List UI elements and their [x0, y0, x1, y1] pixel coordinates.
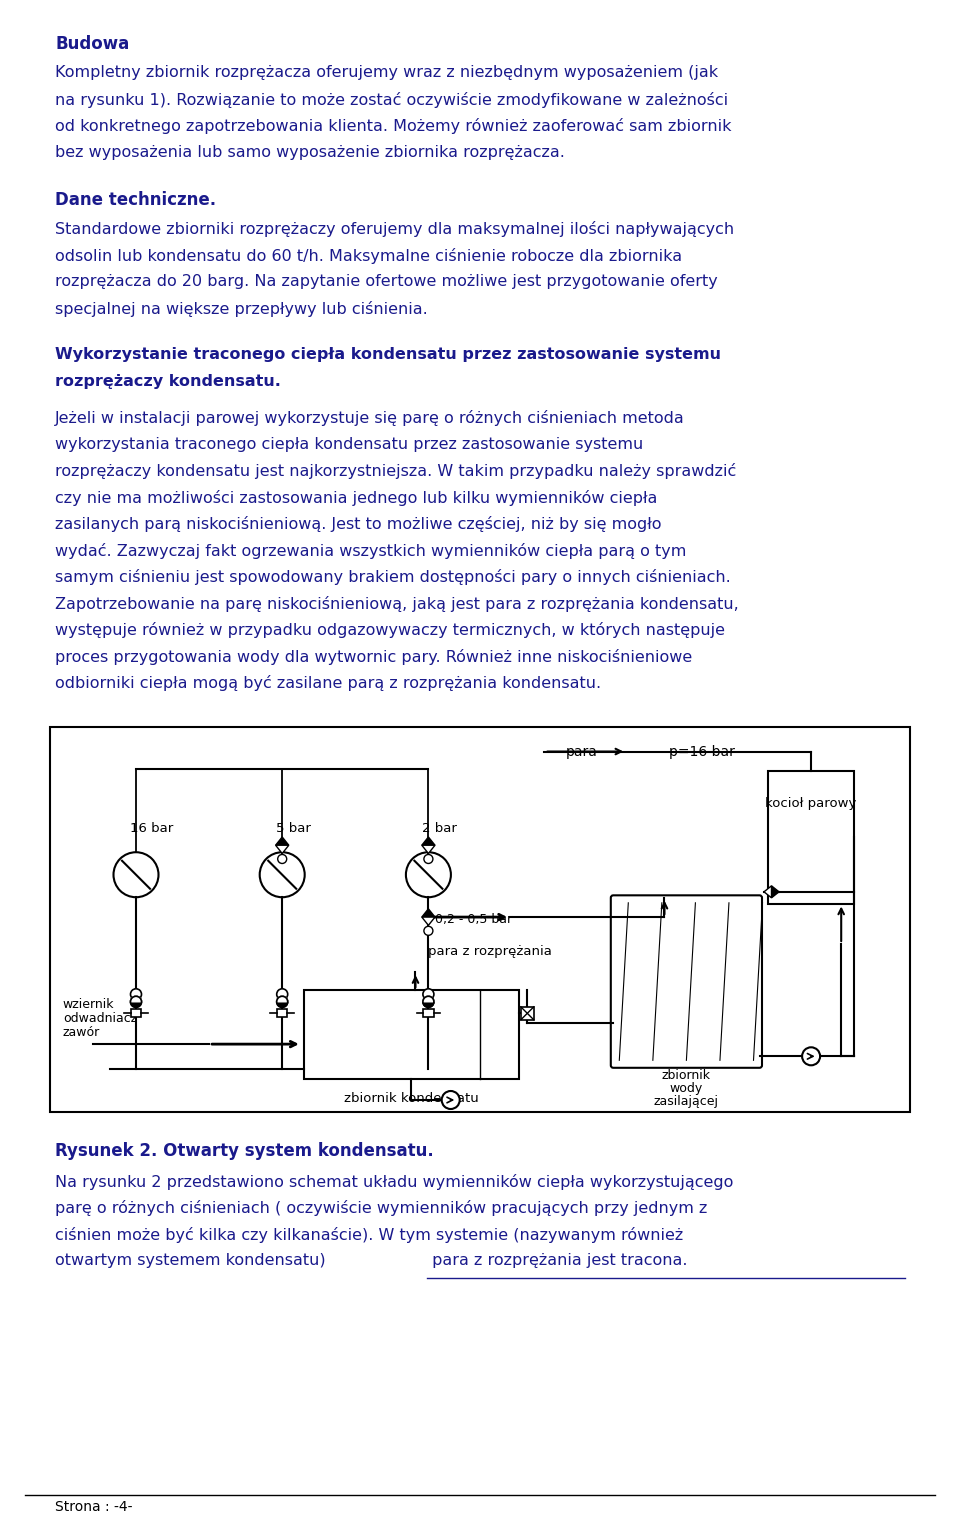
Text: Zapotrzebowanie na parę niskociśnieniową, jaką jest para z rozprężania kondensat: Zapotrzebowanie na parę niskociśnieniową… [55, 595, 739, 612]
Circle shape [424, 854, 433, 864]
Circle shape [276, 988, 288, 999]
Polygon shape [772, 886, 779, 899]
Text: wydać. Zazwyczaj fakt ogrzewania wszystkich wymienników ciepła parą o tym: wydać. Zazwyczaj fakt ogrzewania wszystk… [55, 542, 686, 559]
Text: Strona : -4-: Strona : -4- [55, 1500, 132, 1514]
Bar [521, 1007, 534, 1020]
Text: proces przygotowania wody dla wytwornic pary. Również inne niskociśnieniowe: proces przygotowania wody dla wytwornic … [55, 649, 692, 664]
Text: Dane techniczne.: Dane techniczne. [55, 190, 216, 209]
Circle shape [131, 996, 141, 1007]
Text: bez wyposażenia lub samo wyposażenie zbiornika rozprężacza.: bez wyposażenia lub samo wyposażenie zbi… [55, 145, 564, 160]
Text: wody: wody [670, 1083, 703, 1095]
Text: para z rozprężania: para z rozprężania [428, 946, 552, 958]
Circle shape [406, 853, 451, 897]
Text: odbiorniki ciepła mogą być zasilane parą z rozprężania kondensatu.: odbiorniki ciepła mogą być zasilane parą… [55, 675, 601, 691]
Polygon shape [276, 838, 289, 845]
Text: Jeżeli w instalacji parowej wykorzystuje się parę o różnych ciśnieniach metoda: Jeżeli w instalacji parowej wykorzystuje… [55, 410, 684, 426]
FancyBboxPatch shape [611, 896, 762, 1068]
Text: rozprężaczy kondensatu jest najkorzystniejsza. W takim przypadku należy sprawdzi: rozprężaczy kondensatu jest najkorzystni… [55, 463, 736, 480]
Text: rozprężaczy kondensatu.: rozprężaczy kondensatu. [55, 373, 281, 388]
Bar [50, 726, 910, 1112]
Text: 16 bar: 16 bar [130, 822, 173, 835]
Wedge shape [276, 996, 288, 1002]
Text: Wykorzystanie traconego ciepła kondensatu przez zastosowanie systemu: Wykorzystanie traconego ciepła kondensat… [55, 347, 721, 362]
Text: specjalnej na większe przepływy lub ciśnienia.: specjalnej na większe przepływy lub ciśn… [55, 300, 428, 317]
Polygon shape [421, 845, 435, 853]
Text: zbiornik kondensatu: zbiornik kondensatu [344, 1092, 479, 1106]
Circle shape [113, 853, 158, 897]
Text: czy nie ma możliwości zastosowania jednego lub kilku wymienników ciepła: czy nie ma możliwości zastosowania jedne… [55, 489, 658, 506]
Text: para: para [566, 745, 598, 758]
Circle shape [423, 988, 434, 999]
Text: rozprężacza do 20 barg. Na zapytanie ofertowe możliwe jest przygotowanie oferty: rozprężacza do 20 barg. Na zapytanie ofe… [55, 274, 718, 289]
Text: 0,2 - 0,5 bar: 0,2 - 0,5 bar [436, 912, 513, 926]
Text: odsolin lub kondensatu do 60 t/h. Maksymalne ciśnienie robocze dla zbiornika: odsolin lub kondensatu do 60 t/h. Maksym… [55, 248, 683, 263]
Circle shape [260, 853, 304, 897]
Bar [423, 1010, 434, 1017]
Text: występuje również w przypadku odgazowywaczy termicznych, w których następuje: występuje również w przypadku odgazowywa… [55, 621, 725, 638]
Bar [131, 1010, 141, 1017]
Polygon shape [421, 909, 435, 917]
Polygon shape [764, 886, 772, 899]
Circle shape [803, 1048, 820, 1065]
Circle shape [131, 988, 141, 999]
Text: otwartym systemem kondensatu): otwartym systemem kondensatu) [55, 1253, 325, 1269]
Text: wykorzystania traconego ciepła kondensatu przez zastosowanie systemu: wykorzystania traconego ciepła kondensat… [55, 437, 643, 451]
Text: Budowa: Budowa [55, 35, 130, 53]
Text: zawór: zawór [63, 1027, 100, 1039]
Polygon shape [276, 845, 289, 853]
Text: Rysunek 2. Otwarty system kondensatu.: Rysunek 2. Otwarty system kondensatu. [55, 1142, 434, 1159]
Bar [276, 1010, 287, 1017]
Text: zasilającej: zasilającej [654, 1095, 719, 1109]
Text: Na rysunku 2 przedstawiono schemat układu wymienników ciepła wykorzystującego: Na rysunku 2 przedstawiono schemat układ… [55, 1174, 733, 1189]
Text: Standardowe zbiorniki rozprężaczy oferujemy dla maksymalnej ilości napływających: Standardowe zbiorniki rozprężaczy oferuj… [55, 221, 734, 238]
Text: Kompletny zbiornik rozprężacza oferujemy wraz z niezbędnym wyposażeniem (jak: Kompletny zbiornik rozprężacza oferujemy… [55, 65, 718, 81]
Polygon shape [421, 838, 435, 845]
Circle shape [277, 854, 287, 864]
Circle shape [424, 926, 433, 935]
Bar [303, 990, 518, 1078]
Text: zasilanych parą niskociśnieniową. Jest to możliwe częściej, niż by się mogło: zasilanych parą niskociśnieniową. Jest t… [55, 516, 661, 532]
Text: od konkretnego zapotrzebowania klienta. Możemy również zaoferować sam zbiornik: od konkretnego zapotrzebowania klienta. … [55, 117, 732, 134]
Text: parę o różnych ciśnieniach ( oczywiście wymienników pracujących przy jednym z: parę o różnych ciśnieniach ( oczywiście … [55, 1200, 708, 1215]
Text: ciśnien może być kilka czy kilkanaście). W tym systemie (nazywanym również: ciśnien może być kilka czy kilkanaście).… [55, 1226, 684, 1243]
Text: p=16 bar: p=16 bar [669, 745, 735, 758]
Wedge shape [423, 996, 434, 1002]
Text: odwadniacz: odwadniacz [63, 1013, 137, 1025]
Text: 2 bar: 2 bar [422, 822, 457, 835]
Circle shape [442, 1090, 460, 1109]
Text: 5 bar: 5 bar [276, 822, 311, 835]
Text: kocioł parowy: kocioł parowy [765, 797, 856, 810]
Circle shape [276, 996, 288, 1007]
Circle shape [423, 996, 434, 1007]
Bar [768, 771, 854, 903]
Text: samym ciśnieniu jest spowodowany brakiem dostępności pary o innych ciśnieniach.: samym ciśnieniu jest spowodowany brakiem… [55, 570, 731, 585]
Text: wziernik: wziernik [63, 998, 114, 1011]
Text: zbiornik: zbiornik [661, 1069, 711, 1083]
Text: na rysunku 1). Rozwiązanie to może zostać oczywiście zmodyfikowane w zależności: na rysunku 1). Rozwiązanie to może zosta… [55, 91, 728, 108]
Text: para z rozprężania jest tracona.: para z rozprężania jest tracona. [427, 1253, 687, 1269]
Polygon shape [421, 917, 435, 926]
Wedge shape [131, 996, 141, 1002]
